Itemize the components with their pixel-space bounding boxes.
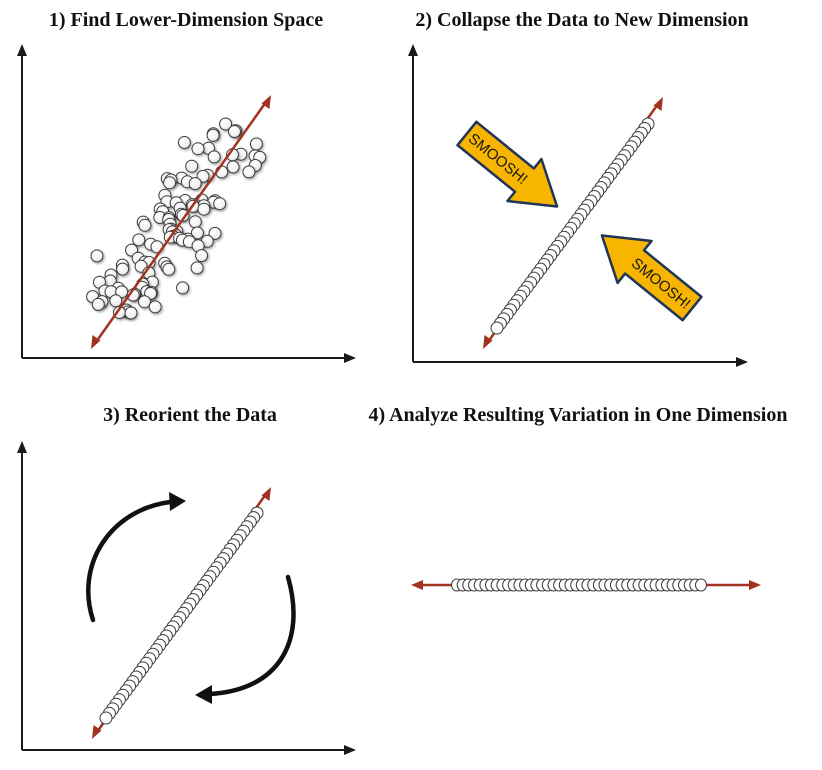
panel-2-axes <box>408 44 748 367</box>
panel-2: SMOOSH! SMOOSH! <box>408 44 748 367</box>
data-point <box>206 128 220 142</box>
data-point <box>191 142 205 156</box>
data-point <box>207 150 221 164</box>
data-point <box>228 125 241 138</box>
data-point <box>226 160 240 174</box>
panel-4-title: 4) Analyze Resulting Variation in One Di… <box>368 404 788 426</box>
data-point <box>176 209 190 222</box>
data-point <box>213 197 227 211</box>
arrowhead-icon <box>92 725 102 739</box>
data-point <box>197 202 211 216</box>
data-point <box>490 321 504 335</box>
data-point <box>162 262 176 276</box>
data-point <box>138 295 151 309</box>
smoosh-arrow-lower: SMOOSH! <box>600 234 703 322</box>
data-point <box>109 294 123 308</box>
one-dimension-points <box>451 578 707 592</box>
data-point <box>249 137 263 151</box>
data-point <box>695 578 707 592</box>
data-point <box>132 233 146 247</box>
arrowhead-icon <box>483 335 493 349</box>
data-point <box>208 226 222 240</box>
y-axis-arrowhead-icon <box>408 44 418 56</box>
data-point <box>242 165 256 179</box>
panel-1-axes <box>17 44 356 363</box>
data-point <box>219 117 233 131</box>
data-point <box>148 300 162 314</box>
collapsed-points <box>490 117 655 335</box>
x-axis-arrowhead-icon <box>344 353 356 363</box>
data-point <box>91 297 105 311</box>
principal-axis-1 <box>91 95 271 349</box>
data-point <box>90 249 104 263</box>
y-axis-arrowhead-icon <box>17 44 27 56</box>
arrowhead-left-icon <box>411 580 423 590</box>
data-point <box>188 215 202 229</box>
data-point <box>195 249 209 263</box>
smoosh-arrow-upper: SMOOSH! <box>456 120 559 208</box>
panel-1 <box>17 44 356 363</box>
data-point <box>176 281 190 295</box>
data-point <box>116 262 130 276</box>
arrowhead-icon <box>91 335 101 349</box>
panel-3-axes <box>17 441 356 755</box>
arrowhead-icon <box>261 487 271 501</box>
y-axis-arrowhead-icon <box>17 441 27 453</box>
arrowhead-icon <box>261 95 271 109</box>
rotation-arrow-bottom-icon <box>195 574 296 704</box>
panel-4 <box>411 578 761 592</box>
panel-1-title: 1) Find Lower-Dimension Space <box>48 9 324 31</box>
data-point <box>138 218 152 232</box>
data-point <box>163 176 177 190</box>
data-point <box>190 226 204 240</box>
panel-3 <box>17 441 356 755</box>
arrowhead-icon <box>653 97 663 111</box>
data-point <box>190 261 204 275</box>
scatter-cloud <box>86 117 267 320</box>
x-axis-arrowhead-icon <box>344 745 356 755</box>
reoriented-points <box>99 506 264 725</box>
rotation-arrow-top-icon <box>86 492 186 623</box>
data-point <box>124 306 138 320</box>
data-point <box>177 136 191 149</box>
x-axis-arrowhead-icon <box>736 357 748 367</box>
data-point <box>99 711 113 725</box>
panel-3-title: 3) Reorient the Data <box>103 404 277 426</box>
data-point <box>188 177 202 191</box>
data-point <box>185 159 199 173</box>
arrowhead-right-icon <box>749 580 761 590</box>
panel-2-title: 2) Collapse the Data to New Dimension <box>415 9 749 31</box>
